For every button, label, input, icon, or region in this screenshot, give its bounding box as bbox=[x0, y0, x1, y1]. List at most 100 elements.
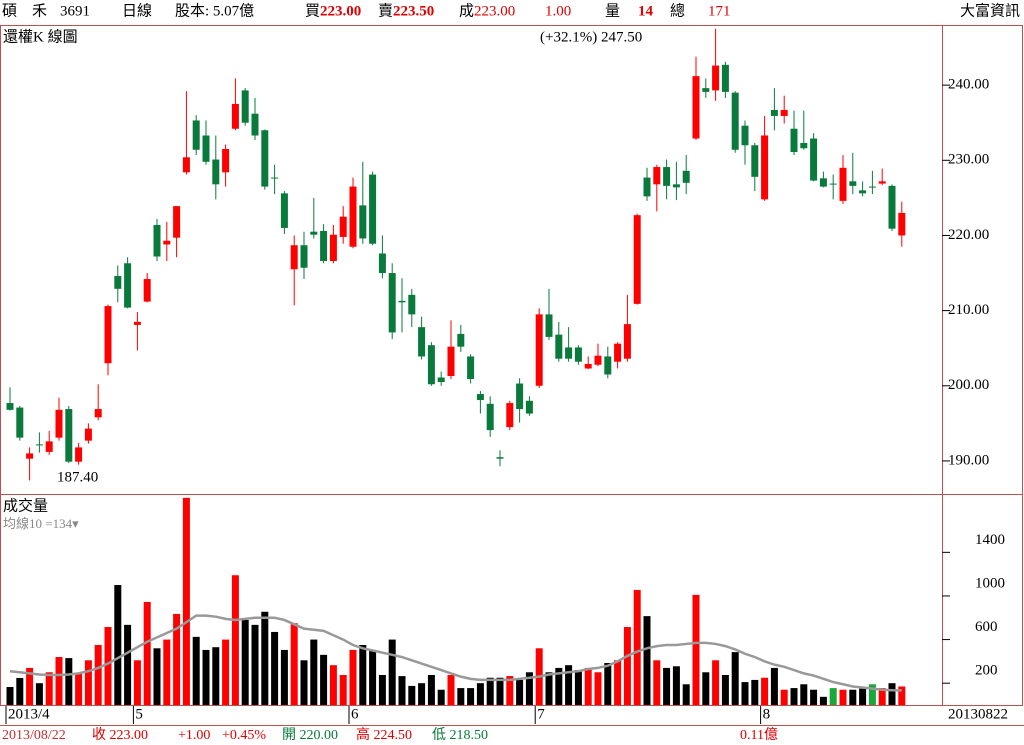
candle-body bbox=[114, 276, 122, 289]
y-tick-label: 210.00 bbox=[948, 302, 989, 318]
volume-bar bbox=[182, 497, 190, 705]
candle-body bbox=[447, 346, 455, 376]
volume-bar bbox=[65, 658, 73, 705]
volume-bar bbox=[888, 683, 896, 705]
volume-bar bbox=[231, 575, 239, 705]
candle-body bbox=[496, 457, 504, 459]
x-tick-label: 5 bbox=[135, 706, 143, 722]
volume-bar bbox=[653, 660, 661, 705]
volume-bar bbox=[516, 679, 524, 705]
candle-body bbox=[222, 149, 230, 173]
candle-body bbox=[212, 159, 220, 185]
status-change-pct: +0.45% bbox=[222, 728, 266, 743]
status-low: 低 218.50 bbox=[432, 727, 488, 743]
candle-body bbox=[486, 403, 494, 431]
candle-body bbox=[418, 327, 426, 357]
volume-bar bbox=[545, 672, 553, 705]
candle-body bbox=[300, 245, 308, 268]
volume-bar bbox=[251, 624, 259, 705]
brand: 大富資訊 bbox=[960, 1, 1020, 19]
frame bbox=[0, 25, 1023, 706]
volume-bar bbox=[849, 689, 857, 705]
volume-bar bbox=[476, 683, 484, 705]
candle-body bbox=[672, 184, 680, 188]
volume-bar bbox=[859, 688, 867, 705]
candle-body bbox=[574, 347, 582, 362]
candle-body bbox=[192, 120, 200, 150]
volume-bar bbox=[751, 679, 759, 705]
candle-body bbox=[810, 138, 818, 181]
candle-body bbox=[124, 263, 132, 308]
candle-body bbox=[506, 403, 514, 428]
volume-bar bbox=[584, 667, 592, 705]
volume-bar bbox=[310, 639, 318, 705]
status-date: 2013/08/22 bbox=[2, 728, 66, 743]
deal: 223.00 bbox=[474, 3, 515, 19]
volume-bar bbox=[104, 627, 112, 705]
y-tick-label: 600 bbox=[975, 619, 998, 635]
candle-body bbox=[182, 157, 190, 173]
candle-body bbox=[555, 334, 563, 359]
volume-bar bbox=[467, 688, 475, 705]
candle-body bbox=[467, 356, 475, 380]
candle-body bbox=[623, 324, 631, 359]
volume-bar bbox=[143, 601, 151, 705]
volume-bar bbox=[663, 667, 671, 705]
volume-bar bbox=[202, 649, 210, 705]
price-title: 還權K 線圖 bbox=[3, 28, 78, 45]
volume-bar bbox=[868, 684, 876, 705]
volume-bar bbox=[280, 649, 288, 705]
y-tick-label: 190.00 bbox=[948, 452, 989, 468]
stock-code: 3691 bbox=[60, 3, 90, 19]
candle-body bbox=[516, 383, 524, 410]
candle-body bbox=[271, 177, 279, 179]
volume-bar bbox=[810, 689, 818, 705]
candle-body bbox=[761, 135, 769, 200]
candle-body bbox=[75, 447, 83, 462]
volume-bar bbox=[721, 675, 729, 705]
vol-label: 量 bbox=[605, 3, 620, 19]
candle-body bbox=[702, 88, 710, 92]
volume-bar bbox=[506, 676, 514, 705]
y-tick-label: 240.00 bbox=[948, 77, 989, 93]
volume-bar bbox=[486, 677, 494, 705]
volume-bar bbox=[26, 667, 34, 705]
volume-bar bbox=[388, 639, 396, 705]
candle-body bbox=[721, 64, 729, 92]
candle-body bbox=[94, 409, 102, 418]
candle-body bbox=[45, 441, 53, 452]
candle-body bbox=[163, 240, 171, 245]
volume-bar bbox=[437, 689, 445, 705]
candle-body bbox=[241, 90, 249, 123]
x-tick-label: 8 bbox=[763, 706, 771, 722]
volume-bar bbox=[418, 683, 426, 705]
volume-bar bbox=[163, 639, 171, 705]
candle-body bbox=[770, 109, 778, 116]
change: 1.00 bbox=[545, 3, 571, 19]
candle-body bbox=[839, 167, 847, 201]
candle-body bbox=[35, 444, 43, 446]
volume-bar bbox=[594, 672, 602, 705]
candle-body bbox=[55, 409, 63, 438]
candle-body bbox=[408, 294, 416, 315]
candle-body bbox=[898, 212, 906, 236]
volume-bar bbox=[6, 687, 14, 705]
candle-body bbox=[359, 205, 367, 239]
volume-bar bbox=[359, 645, 367, 705]
volume-bar bbox=[839, 689, 847, 705]
volume-bar bbox=[378, 675, 386, 705]
volume-bar bbox=[349, 649, 357, 705]
candle-body bbox=[663, 167, 671, 186]
volume-bar bbox=[643, 616, 651, 705]
deal-label: 成 bbox=[459, 2, 474, 19]
volume-bar bbox=[574, 670, 582, 705]
candle-body bbox=[388, 273, 396, 333]
volume-bar bbox=[829, 688, 837, 705]
volume-bar bbox=[94, 645, 102, 705]
volume-bar bbox=[878, 688, 886, 705]
ask-label: 賣 bbox=[378, 2, 393, 19]
candle-body bbox=[231, 103, 239, 129]
volume-bar bbox=[633, 589, 641, 705]
volume-bar bbox=[222, 639, 230, 705]
volume-bar bbox=[819, 696, 827, 705]
